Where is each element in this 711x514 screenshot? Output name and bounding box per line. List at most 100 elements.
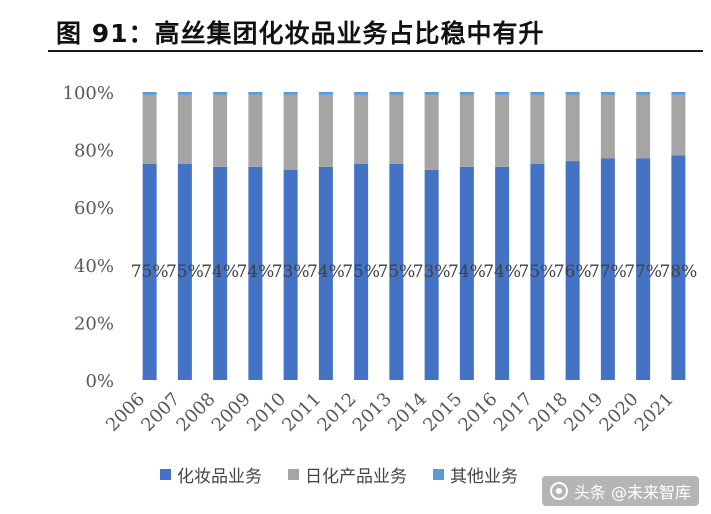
bar-segment-cosmetics bbox=[283, 169, 298, 380]
legend-item-other: 其他业务 bbox=[433, 462, 518, 487]
y-tick-label: 40% bbox=[74, 256, 114, 277]
bar-segment-daily-chemicals bbox=[565, 94, 580, 162]
bar-segment-daily-chemicals bbox=[318, 94, 333, 167]
bar-segment-other bbox=[213, 92, 228, 95]
bar-segment-other bbox=[495, 92, 510, 95]
data-label: 74% bbox=[201, 262, 239, 282]
bar-segment-cosmetics bbox=[600, 158, 615, 380]
x-tick-label: 2017 bbox=[490, 389, 537, 436]
bar-segment-daily-chemicals bbox=[354, 94, 369, 164]
bar-segment-other bbox=[142, 92, 157, 95]
bar-segment-cosmetics bbox=[177, 164, 192, 380]
data-label: 74% bbox=[448, 262, 486, 282]
bar-segment-other bbox=[283, 92, 298, 95]
watermark-text: 头条 @未来智库 bbox=[573, 483, 691, 502]
data-label: 75% bbox=[377, 262, 415, 282]
x-tick-label: 2011 bbox=[278, 389, 325, 436]
bar-segment-daily-chemicals bbox=[389, 94, 404, 164]
x-tick-label: 2007 bbox=[137, 389, 184, 436]
y-tick-label: 0% bbox=[85, 371, 114, 392]
bar-segment-cosmetics bbox=[565, 161, 580, 380]
bar-segment-cosmetics bbox=[213, 166, 228, 380]
bar-segment-cosmetics bbox=[495, 166, 510, 380]
data-label: 73% bbox=[272, 262, 310, 282]
bar-segment-other bbox=[530, 92, 545, 95]
data-label: 74% bbox=[483, 262, 521, 282]
x-tick-label: 2008 bbox=[172, 389, 219, 436]
legend-item-daily-chemicals: 日化产品业务 bbox=[288, 462, 407, 487]
bar-segment-other bbox=[354, 92, 369, 95]
bar-segment-cosmetics bbox=[354, 164, 369, 380]
bar-segment-cosmetics bbox=[389, 164, 404, 380]
bar-segment-daily-chemicals bbox=[600, 94, 615, 159]
x-tick-label: 2020 bbox=[595, 389, 642, 436]
bar-segment-other bbox=[248, 92, 263, 95]
y-tick-label: 100% bbox=[63, 83, 114, 104]
y-tick-label: 20% bbox=[74, 313, 114, 334]
watermark-logo-icon bbox=[549, 482, 568, 500]
x-tick-label: 2015 bbox=[419, 389, 466, 436]
chart-title: 图 91：高丝集团化妆品业务占比稳中有升 bbox=[56, 19, 545, 48]
data-label: 77% bbox=[589, 262, 627, 282]
bar-segment-other bbox=[600, 92, 615, 95]
bar-segment-cosmetics bbox=[248, 166, 263, 380]
bar-segment-daily-chemicals bbox=[424, 94, 439, 170]
x-tick-label: 2013 bbox=[349, 389, 396, 436]
legend-label-cosmetics: 化妆品业务 bbox=[177, 467, 262, 487]
data-label: 75% bbox=[131, 262, 169, 282]
bar-segment-daily-chemicals bbox=[248, 94, 263, 167]
bar-segment-other bbox=[636, 92, 651, 95]
x-tick-label: 2010 bbox=[243, 389, 290, 436]
data-label: 77% bbox=[624, 262, 662, 282]
data-label: 73% bbox=[413, 262, 451, 282]
bar-segment-other bbox=[424, 92, 439, 95]
bar-segment-other bbox=[459, 92, 474, 95]
legend-item-cosmetics: 化妆品业务 bbox=[160, 462, 262, 487]
x-tick-label: 2016 bbox=[454, 389, 501, 436]
legend-swatch-cosmetics bbox=[160, 469, 171, 480]
x-tick-label: 2018 bbox=[525, 389, 572, 436]
bar-segment-cosmetics bbox=[142, 164, 157, 380]
bar-segment-daily-chemicals bbox=[636, 94, 651, 159]
x-tick-label: 2014 bbox=[384, 389, 431, 436]
y-tick-label: 60% bbox=[74, 198, 114, 219]
bar-segment-cosmetics bbox=[318, 166, 333, 380]
legend-label-daily-chemicals: 日化产品业务 bbox=[305, 467, 407, 487]
x-tick-label: 2009 bbox=[208, 389, 255, 436]
data-label: 74% bbox=[307, 262, 345, 282]
data-label: 75% bbox=[342, 262, 380, 282]
legend-label-other: 其他业务 bbox=[450, 467, 518, 487]
legend-swatch-daily-chemicals bbox=[288, 469, 299, 480]
x-tick-label: 2019 bbox=[560, 389, 607, 436]
bar-segment-daily-chemicals bbox=[213, 94, 228, 167]
title-bar: 图 91：高丝集团化妆品业务占比稳中有升 bbox=[48, 6, 703, 52]
bar-segment-other bbox=[318, 92, 333, 95]
bar-segment-daily-chemicals bbox=[177, 94, 192, 164]
bar-segment-daily-chemicals bbox=[671, 94, 686, 156]
legend-swatch-other bbox=[433, 469, 444, 480]
bar-segment-other bbox=[177, 92, 192, 95]
x-tick-label: 2021 bbox=[631, 389, 678, 436]
watermark: 头条 @未来智库 bbox=[541, 476, 699, 506]
bar-segment-cosmetics bbox=[424, 169, 439, 380]
bar-segment-daily-chemicals bbox=[530, 94, 545, 164]
bar-segment-cosmetics bbox=[459, 166, 474, 380]
x-tick-label: 2012 bbox=[313, 389, 360, 436]
data-label: 75% bbox=[518, 262, 556, 282]
bar-segment-other bbox=[389, 92, 404, 95]
data-label: 76% bbox=[554, 262, 592, 282]
legend: 化妆品业务 日化产品业务 其他业务 bbox=[160, 462, 518, 487]
bar-segment-daily-chemicals bbox=[142, 94, 157, 164]
data-label: 74% bbox=[236, 262, 274, 282]
bar-segment-daily-chemicals bbox=[495, 94, 510, 167]
data-label: 75% bbox=[166, 262, 204, 282]
bar-segment-cosmetics bbox=[671, 155, 686, 380]
bar-segment-cosmetics bbox=[636, 158, 651, 380]
data-label: 78% bbox=[659, 262, 697, 282]
y-tick-label: 80% bbox=[74, 141, 114, 162]
bar-segment-daily-chemicals bbox=[283, 94, 298, 170]
x-tick-label: 2006 bbox=[102, 389, 149, 436]
bar-segment-other bbox=[671, 92, 686, 95]
bar-segment-cosmetics bbox=[530, 164, 545, 380]
